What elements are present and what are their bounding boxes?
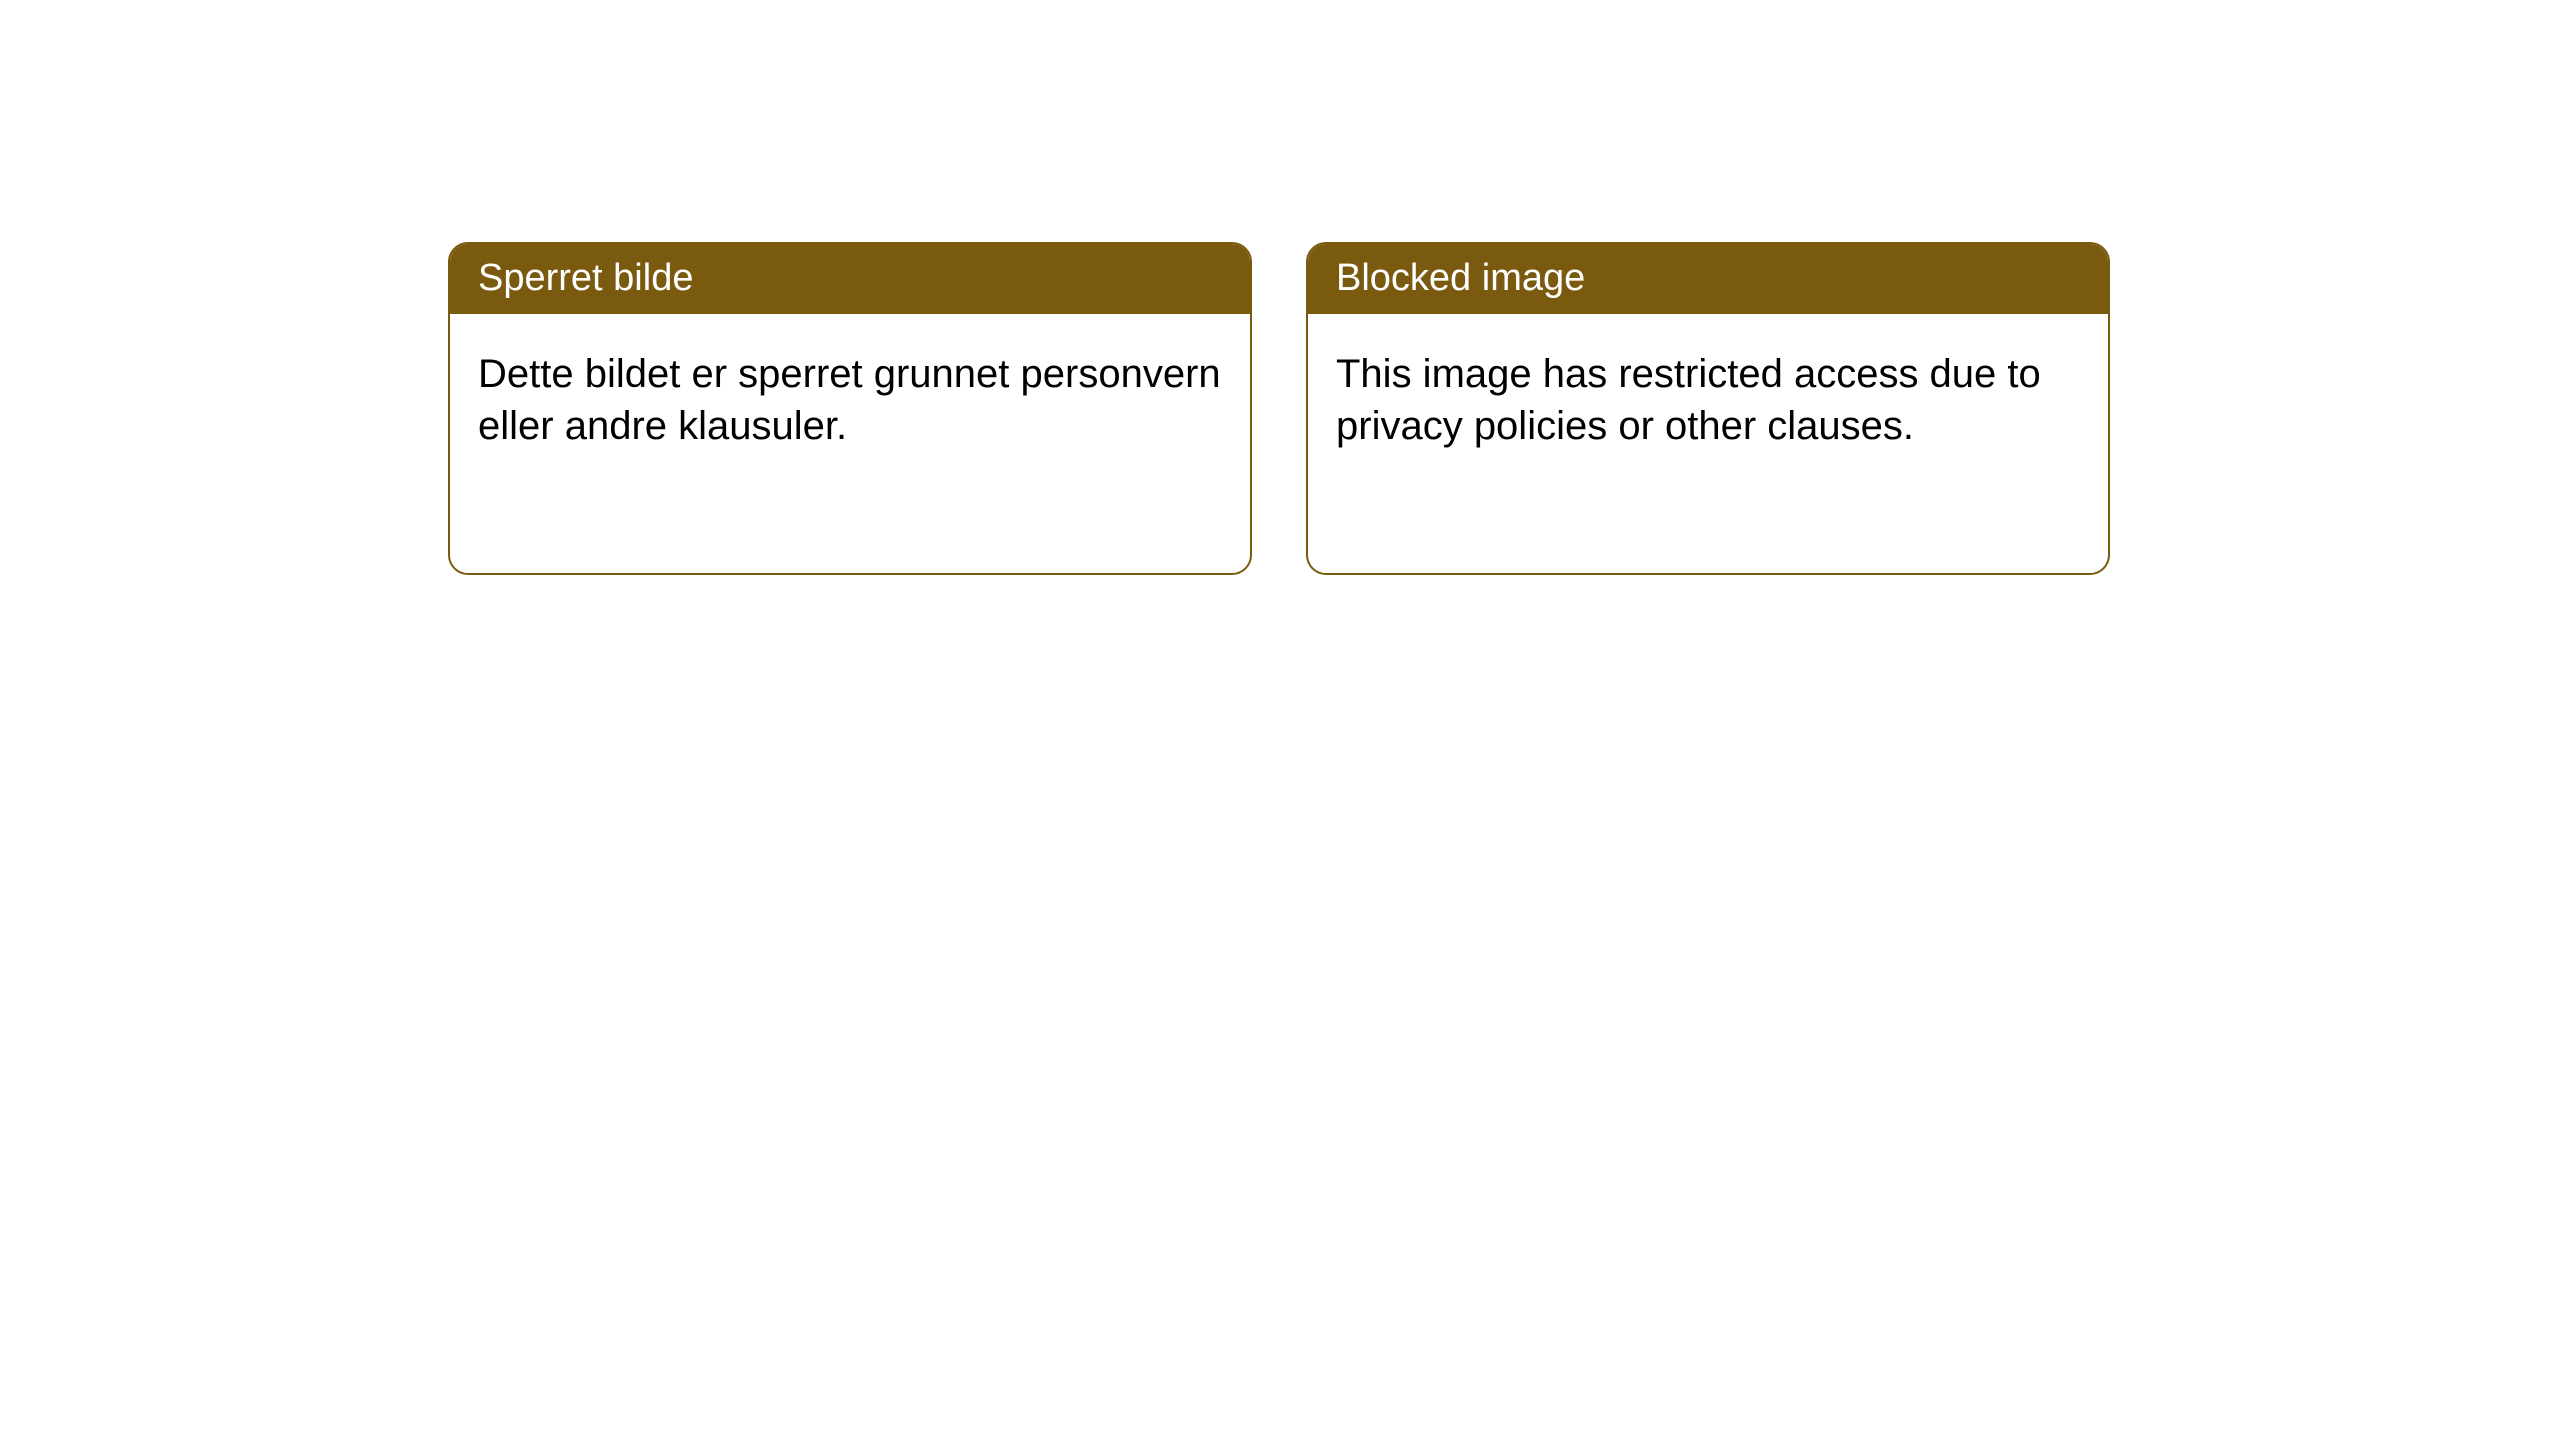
- notice-header-en: Blocked image: [1308, 244, 2108, 314]
- notice-card-norwegian: Sperret bilde Dette bildet er sperret gr…: [448, 242, 1252, 575]
- notice-container: Sperret bilde Dette bildet er sperret gr…: [448, 242, 2110, 575]
- notice-body-en: This image has restricted access due to …: [1308, 314, 2108, 486]
- notice-card-english: Blocked image This image has restricted …: [1306, 242, 2110, 575]
- notice-body-nb: Dette bildet er sperret grunnet personve…: [450, 314, 1250, 486]
- notice-body-text-nb: Dette bildet er sperret grunnet personve…: [478, 352, 1221, 448]
- notice-header-text-nb: Sperret bilde: [478, 257, 693, 299]
- notice-body-text-en: This image has restricted access due to …: [1336, 352, 2041, 448]
- notice-header-nb: Sperret bilde: [450, 244, 1250, 314]
- notice-header-text-en: Blocked image: [1336, 257, 1585, 299]
